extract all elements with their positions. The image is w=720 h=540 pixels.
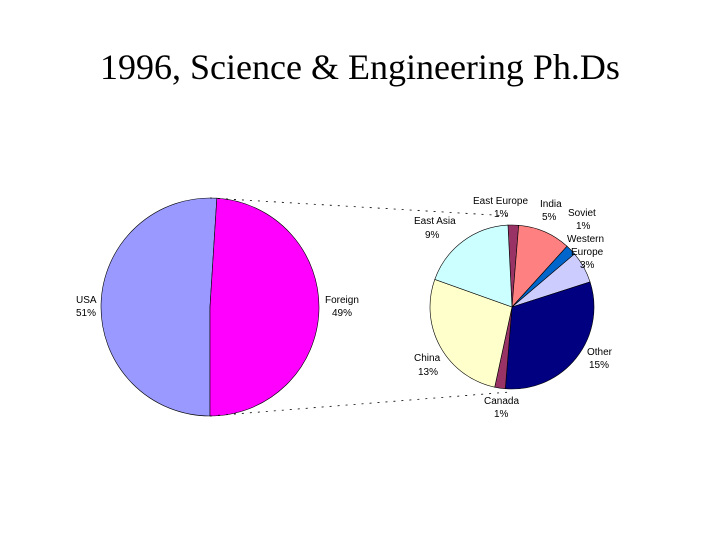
label-other: Other: [587, 347, 613, 358]
value-other: 15%: [589, 360, 609, 371]
label-india: India: [540, 199, 562, 210]
main-pie: [100, 197, 320, 417]
label-canada: Canada: [484, 396, 519, 407]
value-canada: 1%: [494, 409, 509, 420]
label-east-europe: East Europe: [473, 196, 528, 207]
detail-slice-other: [504, 281, 595, 390]
detail-slice-east-asia: [434, 224, 513, 308]
label-western-europe-2: Europe: [571, 247, 604, 258]
label-western-europe-1: Western: [567, 234, 604, 245]
chart-title: 1996, Science & Engineering Ph.Ds: [100, 47, 620, 87]
value-east-europe: 1%: [494, 209, 509, 220]
value-india: 5%: [542, 212, 557, 223]
detail-pie: [429, 224, 595, 390]
label-foreign: Foreign: [325, 295, 359, 306]
label-usa: USA: [76, 295, 97, 306]
value-western-europe: 3%: [580, 260, 595, 271]
value-soviet: 1%: [576, 221, 591, 232]
value-foreign: 49%: [332, 308, 352, 319]
value-east-asia: 9%: [425, 230, 440, 241]
detail-slice-china: [429, 279, 513, 388]
label-east-asia: East Asia: [414, 216, 456, 227]
label-soviet: Soviet: [568, 208, 596, 219]
main-slice-foreign: [209, 197, 320, 417]
value-usa: 51%: [76, 308, 96, 319]
main-slice-usa: [100, 197, 218, 417]
value-china: 13%: [418, 367, 438, 378]
label-china: China: [414, 353, 441, 364]
